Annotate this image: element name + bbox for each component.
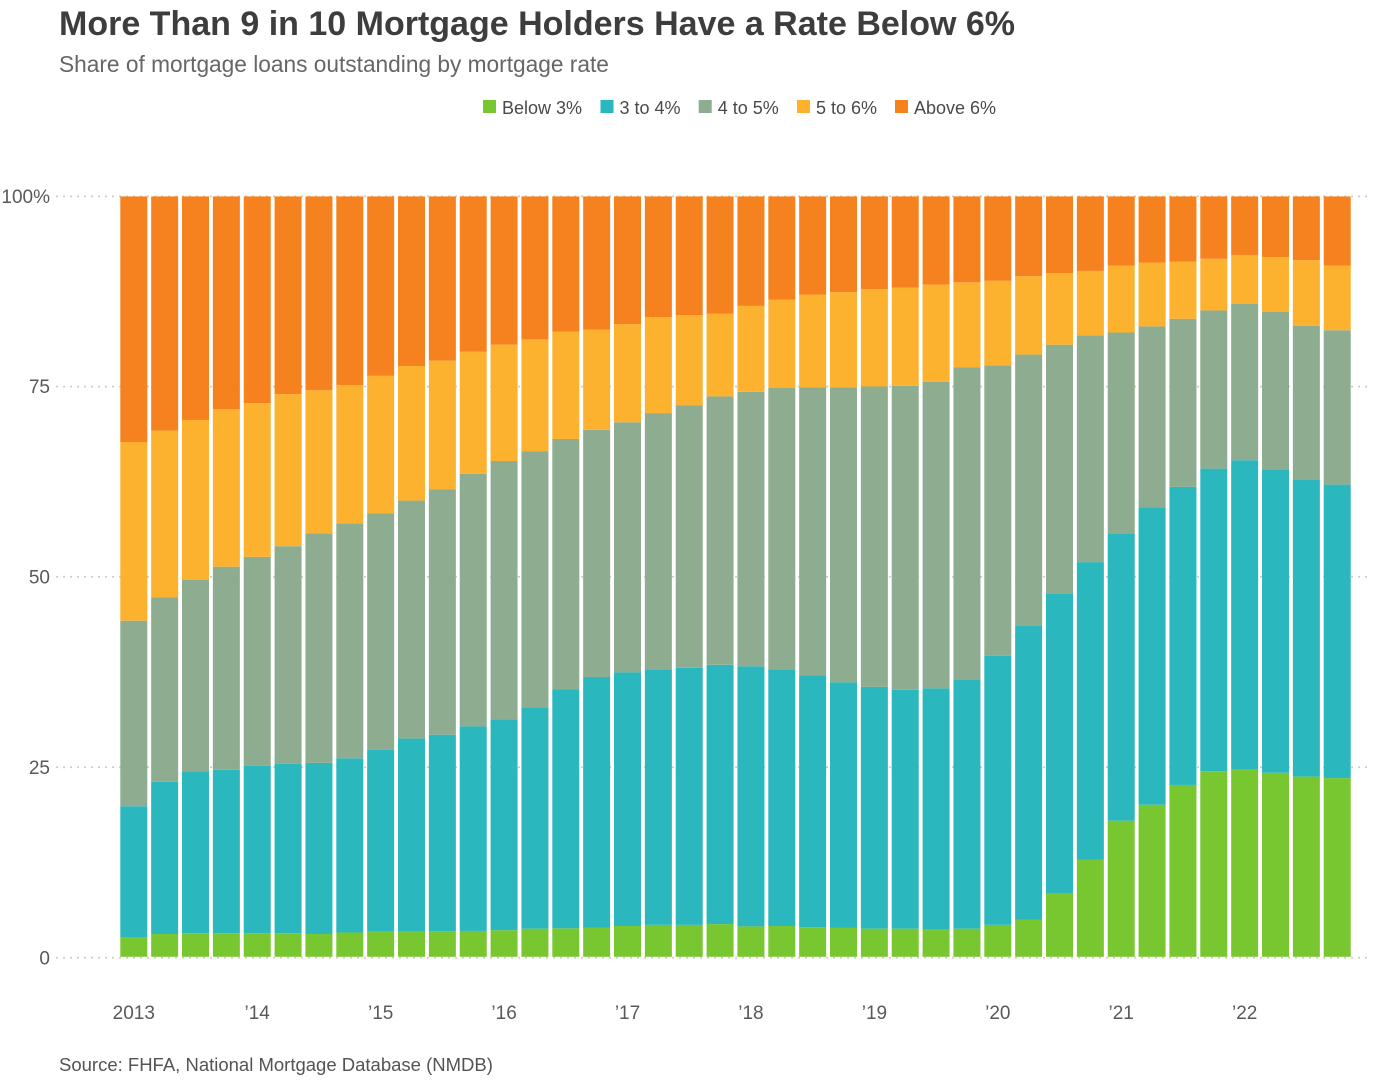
svg-text:’21: ’21 xyxy=(1109,1003,1134,1024)
svg-text:Above 6%: Above 6% xyxy=(914,98,996,118)
svg-text:Below 3%: Below 3% xyxy=(502,98,582,118)
svg-text:Share of mortgage loans outsta: Share of mortgage loans outstanding by m… xyxy=(59,51,609,77)
svg-text:’16: ’16 xyxy=(491,1003,516,1024)
svg-text:’19: ’19 xyxy=(862,1003,887,1024)
svg-text:More Than 9 in 10 Mortgage Hol: More Than 9 in 10 Mortgage Holders Have … xyxy=(59,5,1015,43)
svg-text:25: 25 xyxy=(29,758,50,779)
svg-text:’17: ’17 xyxy=(615,1003,640,1024)
svg-text:’18: ’18 xyxy=(738,1003,763,1024)
svg-text:4 to 5%: 4 to 5% xyxy=(718,98,779,118)
svg-text:’20: ’20 xyxy=(985,1003,1010,1024)
svg-text:100%: 100% xyxy=(1,187,50,208)
svg-text:’14: ’14 xyxy=(245,1003,271,1024)
svg-text:50: 50 xyxy=(29,567,50,588)
svg-text:0: 0 xyxy=(39,948,50,969)
svg-text:75: 75 xyxy=(29,377,50,398)
svg-text:’15: ’15 xyxy=(368,1003,393,1024)
svg-text:’22: ’22 xyxy=(1232,1003,1257,1024)
svg-text:2013: 2013 xyxy=(113,1003,155,1024)
svg-text:3 to 4%: 3 to 4% xyxy=(620,98,681,118)
svg-text:5 to 6%: 5 to 6% xyxy=(816,98,877,118)
svg-text:Source: FHFA, National Mortgag: Source: FHFA, National Mortgage Database… xyxy=(59,1054,493,1075)
